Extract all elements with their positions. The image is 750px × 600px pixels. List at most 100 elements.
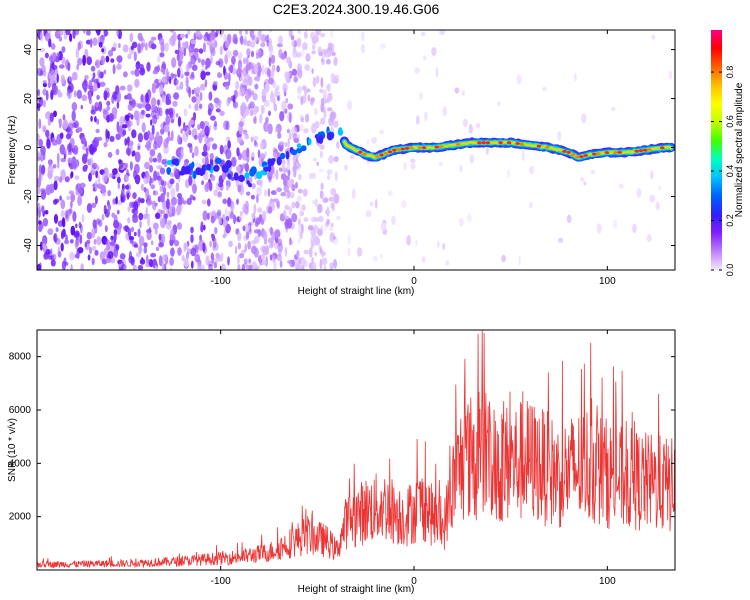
spectrogram-noise-blob [52,85,59,96]
spectrogram-noise-blob [159,52,165,58]
spectrogram-noise-blob [44,52,49,59]
spectrogram-noise-blob [148,259,154,268]
spectrogram-noise-blob [286,175,290,181]
spectrogram-noise-blob [67,128,73,137]
spectrogram-noise-blob [117,91,121,103]
spectrogram-noise-blob [190,55,197,65]
spectrogram-noise-blob [469,154,475,164]
spectrogram-noise-blob [124,138,128,146]
spectrogram-noise-blob [100,184,106,193]
spectrogram-noise-blob [200,264,205,270]
spectrogram-noise-blob [159,84,164,95]
spectrogram-noise-blob [50,43,56,50]
spectrogram-noise-blob [148,132,155,141]
ridge-peak [613,151,618,154]
spectrogram-noise-blob [232,49,239,57]
spectrogram-noise-blob [414,67,420,74]
spectrogram-noise-blob [249,176,253,184]
spectrogram-noise-blob [72,30,76,39]
ridge-weak-blob [296,147,303,154]
spectrogram-noise-blob [266,39,270,47]
spectrogram-noise-blob [133,51,137,62]
spectrogram-noise-blob [658,185,661,192]
spectrogram-noise-blob [284,204,290,210]
spectrogram-noise-blob [244,243,247,253]
spectrogram-noise-blob [152,115,158,125]
spectrogram-noise-blob [260,142,264,150]
spectrogram-noise-blob [268,176,272,183]
spectrogram-noise-blob [418,92,424,101]
spectrogram-noise-blob [194,103,199,111]
spectrogram-noise-blob [188,86,192,98]
spectrogram-noise-blob [259,214,263,222]
spectrogram-noise-blob [90,65,96,72]
colorbar-tick-label: 0.2 [725,214,735,227]
spectrogram-noise-blob [115,148,120,156]
ridge-peak [392,148,397,152]
spectrogram-noise-blob [267,206,273,214]
spectrogram-noise-blob [423,55,427,61]
spectrogram-noise-blob [152,69,159,75]
spectrogram-noise-blob [184,71,190,77]
spectrogram-noise-blob [256,264,260,270]
spectrogram-noise-blob [80,105,84,110]
spectrogram-noise-blob [118,159,124,169]
spectrogram-noise-blob [113,219,120,229]
spectrogram-noise-blob [238,253,245,259]
spectrogram-noise-blob [253,235,260,244]
ridge-peak [566,151,571,154]
spectrogram-noise-blob [147,215,151,227]
spectrogram-noise-blob [108,49,114,57]
spectrogram-noise-blob [333,156,339,163]
spectrogram-noise-blob [195,162,201,168]
spectrogram-noise-blob [311,44,316,50]
spectrogram-noise-blob [194,145,199,157]
spectrogram-noise-blob [188,119,195,126]
spectrogram-noise-blob [47,81,52,89]
spectrogram-noise-blob [123,71,128,78]
spectrogram-noise-blob [218,215,222,226]
spectrogram-noise-blob [284,71,290,79]
spectrogram-noise-blob [58,118,62,124]
spectrogram-noise-blob [280,52,286,60]
spectrogram-noise-blob [288,112,292,124]
ridge-weak-blob [246,180,250,185]
spectrogram-noise-blob [636,188,642,198]
spectrogram-noise-blob [199,130,205,136]
spectrogram-noise-blob [44,111,51,120]
spectrogram-noise-blob [298,124,305,132]
spectrogram-noise-blob [311,36,318,45]
spectrogram-noise-blob [236,147,240,157]
spectrogram-noise-blob [67,89,72,99]
x-tick-label: 100 [599,576,616,587]
spectrogram-noise-blob [155,212,161,219]
spectrogram-noise-blob [121,264,127,270]
spectrogram-noise-blob [245,91,249,103]
spectrogram-noise-blob [227,197,232,207]
spectrogram-noise-blob [83,30,86,34]
spectrogram-noise-blob [170,35,176,46]
spectrogram-noise-blob [306,53,311,60]
spectrogram-noise-blob [139,220,142,229]
spectrogram-noise-blob [297,70,303,79]
ridge-peak [536,144,542,148]
spectrogram-noise-blob [294,40,298,48]
spectrogram-noise-blob [96,118,100,125]
spectrogram-noise-blob [95,59,101,69]
spectrogram-noise-blob [191,96,197,103]
spectrogram-noise-blob [518,255,521,267]
spectrogram-noise-blob [145,143,151,149]
spectrogram-noise-blob [97,69,102,78]
spectrogram-noise-blob [217,71,221,79]
spectrogram-noise-blob [438,161,443,166]
spectrogram-noise-blob [237,59,243,70]
ridge-peak [592,152,597,156]
spectrogram-noise-blob [98,101,103,112]
spectrogram-noise-blob [134,78,140,88]
figure-title: C2E3.2024.300.19.46.G06 [273,1,440,17]
spectrogram-noise-blob [300,96,304,106]
spectrogram-x-label: Height of straight line (km) [298,286,415,297]
spectrogram-noise-blob [329,262,334,270]
spectrogram-noise-blob [618,183,624,189]
spectrogram-noise-blob [105,128,109,139]
